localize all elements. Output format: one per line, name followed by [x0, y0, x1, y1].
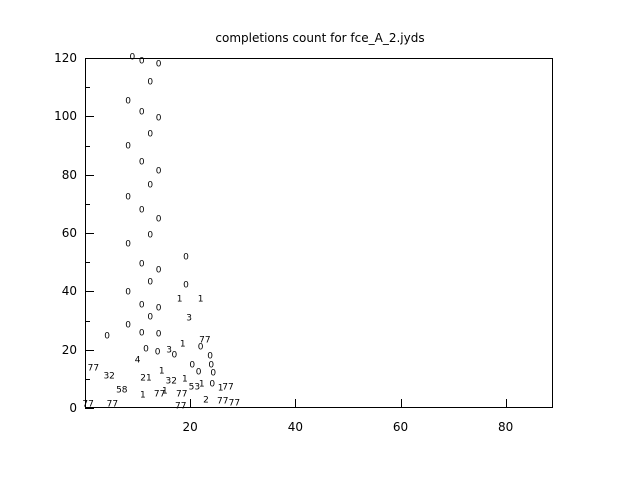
x-axis-tick — [190, 399, 191, 408]
y-axis-tick — [85, 350, 94, 351]
y-axis-tick — [85, 233, 94, 234]
y-axis-tick — [85, 58, 94, 59]
y-axis-tick — [85, 116, 94, 117]
x-axis-tick-label: 20 — [182, 420, 198, 434]
y-axis-minor-tick — [85, 87, 90, 88]
page-title: completions count for fce_A_2.jyds — [215, 31, 425, 45]
x-axis-tick-label: 60 — [392, 420, 409, 434]
y-axis-tick-label: 0 — [69, 401, 77, 415]
y-axis-minor-tick — [85, 204, 90, 205]
x-axis-tick — [295, 399, 296, 408]
y-axis-minor-tick — [85, 321, 90, 322]
x-axis-tick — [506, 399, 507, 408]
y-axis-tick — [85, 175, 94, 176]
y-axis-tick-label: 20 — [61, 342, 77, 357]
x-axis-tick-label: 80 — [498, 420, 514, 434]
x-axis-tick-label: 40 — [287, 420, 303, 434]
plot-frame — [85, 58, 553, 408]
x-axis-tick — [401, 399, 402, 408]
y-axis-tick — [85, 291, 94, 292]
y-axis-tick-label: 40 — [61, 284, 77, 299]
y-axis-tick — [85, 408, 94, 409]
y-axis-minor-tick — [85, 262, 90, 263]
y-axis-tick-label: 100 — [54, 109, 77, 124]
y-axis-minor-tick — [85, 379, 90, 380]
y-axis-minor-tick — [85, 146, 90, 147]
y-axis-tick-label: 80 — [61, 167, 77, 182]
y-axis-tick-label: 120 — [54, 51, 77, 65]
y-axis-tick-label: 60 — [61, 226, 77, 240]
